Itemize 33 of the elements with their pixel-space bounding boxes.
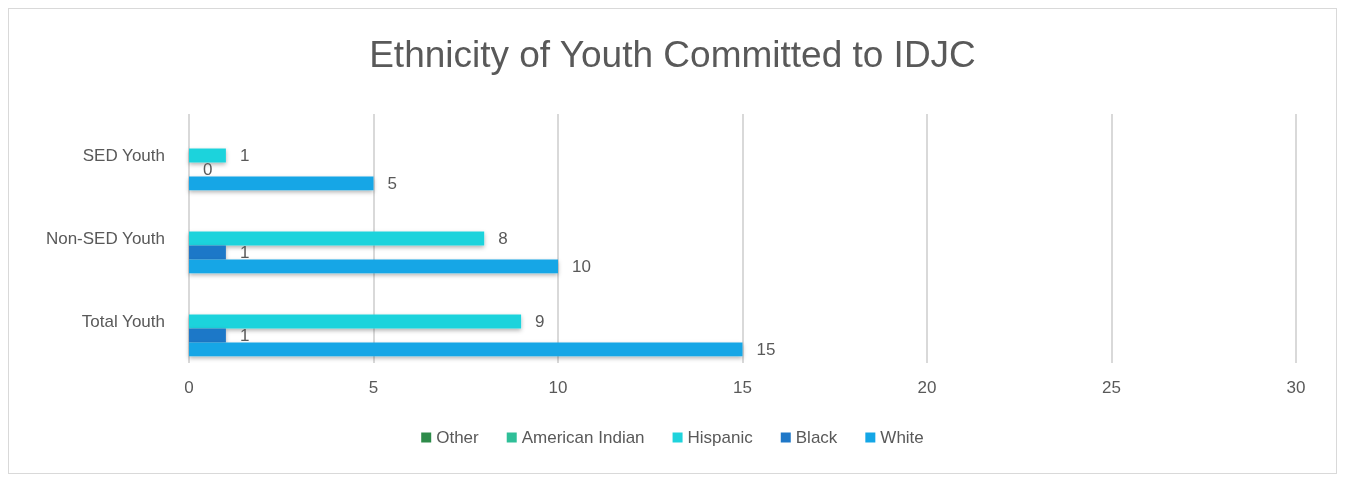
data-label: 8 bbox=[498, 229, 508, 248]
x-tick-label: 10 bbox=[548, 378, 568, 397]
data-label: 1 bbox=[239, 242, 250, 262]
y-tick-label: Total Youth bbox=[81, 312, 165, 331]
legend-label: Other bbox=[436, 428, 480, 447]
data-label: 15 bbox=[756, 339, 776, 359]
y-tick-label: SED Youth bbox=[82, 146, 165, 165]
bar bbox=[189, 328, 226, 343]
data-label: 10 bbox=[572, 256, 591, 276]
data-label: 1 bbox=[239, 146, 250, 165]
data-label: 9 bbox=[535, 312, 545, 331]
bar bbox=[189, 148, 226, 163]
x-tick-label: 15 bbox=[733, 378, 752, 397]
legend-label: American Indian bbox=[521, 428, 645, 447]
legend-label: White bbox=[880, 428, 924, 447]
x-tick-label: 0 bbox=[184, 378, 194, 397]
x-tick-label: 5 bbox=[368, 378, 379, 397]
data-label: 5 bbox=[387, 173, 397, 193]
bar bbox=[189, 342, 743, 357]
data-label: 0 bbox=[203, 159, 213, 179]
bar bbox=[189, 245, 226, 260]
bar bbox=[189, 259, 558, 274]
legend-label: Hispanic bbox=[687, 428, 754, 447]
bar bbox=[189, 314, 522, 329]
legend-label: Black bbox=[795, 428, 838, 447]
x-tick-label: 25 bbox=[1102, 378, 1121, 397]
y-tick-label: Non-SED Youth bbox=[45, 229, 165, 248]
data-label: 1 bbox=[239, 325, 250, 345]
bar bbox=[189, 231, 485, 246]
bar bbox=[189, 176, 374, 191]
x-tick-label: 20 bbox=[917, 378, 937, 397]
x-tick-label: 30 bbox=[1286, 378, 1306, 397]
chart-title: Ethnicity of Youth Committed to IDJC bbox=[369, 34, 976, 75]
